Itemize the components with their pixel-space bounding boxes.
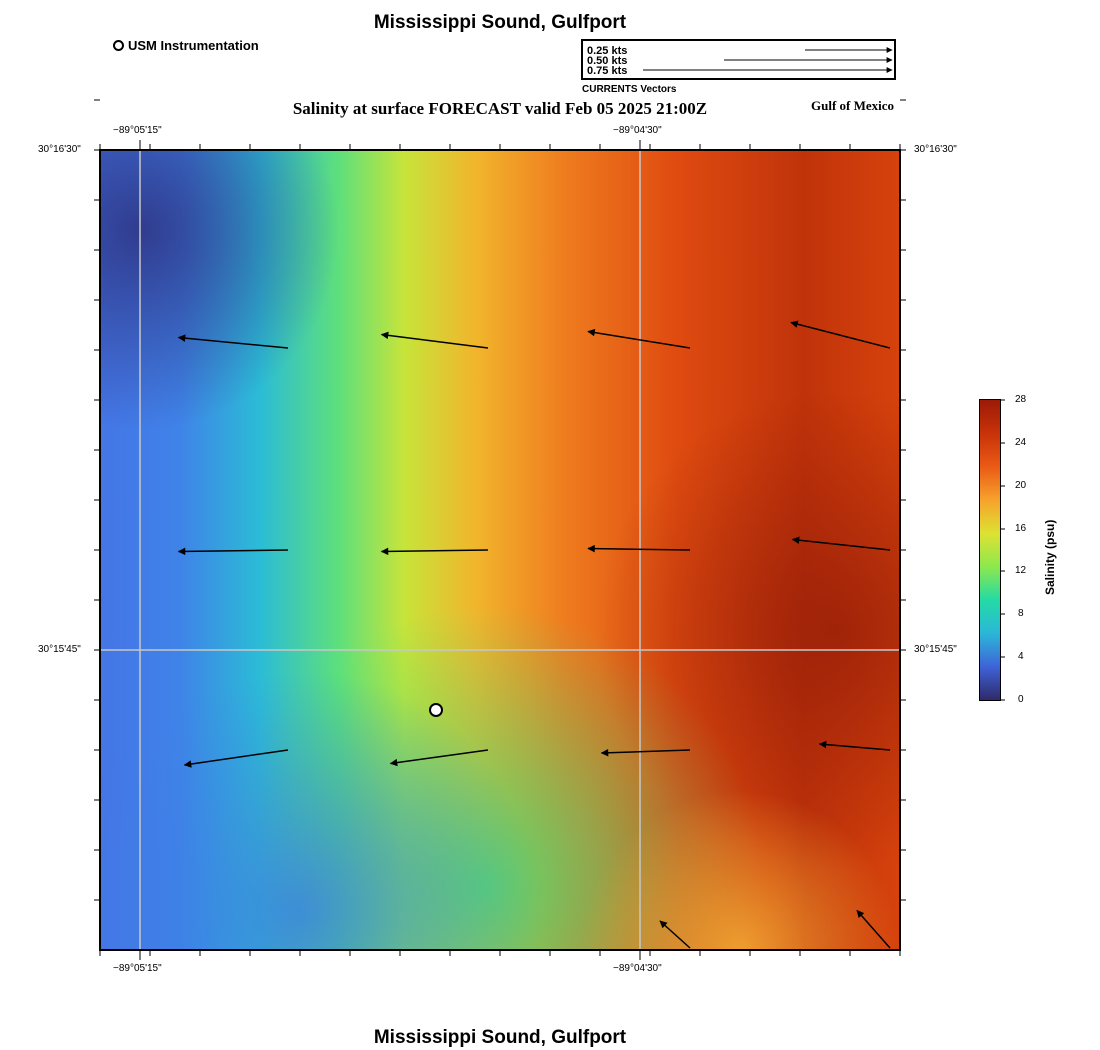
current-vector [389,749,489,767]
axis-ticks [94,99,906,960]
current-vector [177,547,289,556]
left-lat-tick-2: 30°15'45" [38,644,81,655]
current-vector [380,331,489,349]
vector-legend-arrows [643,47,893,73]
colorbar-tick-28: 28 [1015,394,1027,405]
colorbar-tick-8: 8 [1018,608,1024,619]
colorbar-tick-12: 12 [1015,565,1027,576]
instrument-legend: USM Instrumentation [113,38,259,53]
colorbar-tick-16: 16 [1015,523,1027,534]
current-vector [587,328,691,349]
vector-legend-item-1: 0.25 kts [587,45,628,57]
map-title: Mississippi Sound, Gulfport [373,12,627,33]
colorbar-title: Salinity (psu) [1043,519,1057,595]
bottom-lon-tick-1: −89°05'15" [113,963,162,974]
top-lon-tick-1: −89°05'15" [113,125,162,136]
instrument-marker-icon [113,40,124,51]
colorbar-tick-0: 0 [1018,694,1024,705]
current-vector [818,740,891,751]
colorbar-ticks [1000,399,1005,701]
current-vector [587,544,691,553]
colorbar-tick-24: 24 [1015,437,1027,448]
vector-legend-caption: CURRENTS Vectors [582,84,677,95]
current-vector [790,320,891,349]
right-lat-tick-1: 30°16'30" [914,144,957,155]
current-vector [380,547,489,556]
colorbar-tick-4: 4 [1018,651,1024,662]
vector-legend-box: 0.25 kts 0.50 kts 0.75 kts [581,39,896,80]
current-vector [600,749,691,757]
current-vector [183,749,289,768]
left-lat-tick-1: 30°16'30" [38,144,81,155]
current-vector [856,909,891,949]
current-vector [659,920,691,949]
bottom-lon-tick-2: −89°04'30" [613,963,662,974]
vector-legend-item-3: 0.75 kts [587,65,628,77]
top-lon-tick-2: −89°04'30" [613,125,662,136]
colorbar-tick-20: 20 [1015,480,1027,491]
right-lat-tick-2: 30°15'45" [914,644,957,655]
colorbar-gradient [980,400,1000,700]
salinity-field [100,150,900,950]
colorbar [979,399,1001,701]
vector-legend-item-2: 0.50 kts [587,55,628,67]
region-label: Gulf of Mexico [811,98,895,113]
current-vector [177,334,289,349]
map-subtitle: Salinity at surface FORECAST valid Feb 0… [292,99,708,118]
current-vector [791,536,891,551]
instrument-legend-label: USM Instrumentation [128,38,259,53]
map-title-bottom: Mississippi Sound, Gulfport [373,1027,627,1048]
usm-instrument-marker [429,703,443,717]
current-vectors [177,320,891,949]
